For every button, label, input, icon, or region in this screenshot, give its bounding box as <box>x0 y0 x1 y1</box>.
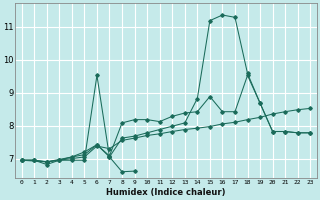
X-axis label: Humidex (Indice chaleur): Humidex (Indice chaleur) <box>106 188 226 197</box>
